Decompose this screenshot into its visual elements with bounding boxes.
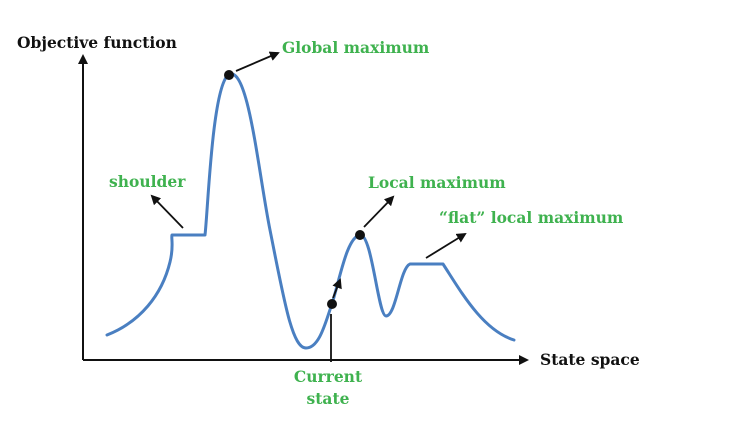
shoulder-label: shoulder xyxy=(109,172,186,191)
flat-local-maximum-arrow xyxy=(425,232,467,259)
global-maximum-arrow xyxy=(235,51,280,72)
current-state-label-line2: state xyxy=(307,389,350,408)
local-maximum-point xyxy=(355,230,365,240)
y-axis-title: Objective function xyxy=(17,33,177,52)
local-maximum-label: Local maximum xyxy=(368,173,506,192)
global-maximum-point xyxy=(224,70,234,80)
shoulder-arrow xyxy=(150,194,184,229)
local-maximum-arrow xyxy=(363,195,395,228)
current-state-point xyxy=(327,299,337,309)
flat-local-maximum-label: “flat” local maximum xyxy=(439,208,624,227)
x-axis-title: State space xyxy=(540,350,640,369)
uphill-direction-arrow xyxy=(332,278,342,299)
current-state-label-line1: Current xyxy=(294,367,363,386)
global-maximum-label: Global maximum xyxy=(282,38,430,57)
objective-curve xyxy=(105,72,516,350)
